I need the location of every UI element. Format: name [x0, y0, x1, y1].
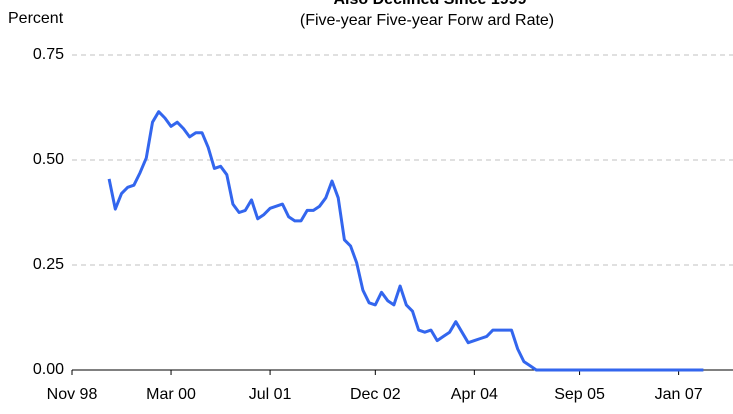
data-line	[107, 110, 704, 372]
y-tick-label: 0.75	[33, 46, 64, 63]
y-tick-label: 0.00	[33, 361, 64, 378]
y-tick-label: 0.25	[33, 256, 64, 273]
x-tick-label: Sep 05	[554, 386, 605, 403]
chart-title: Also Declined Since 1999	[334, 0, 527, 8]
y-tick-label: 0.50	[33, 151, 64, 168]
x-tick-label: Apr 04	[451, 386, 498, 403]
x-tick-label: Mar 00	[146, 386, 196, 403]
x-tick-label: Jul 01	[249, 386, 292, 403]
x-tick-label: Dec 02	[350, 386, 401, 403]
y-axis-label: Percent	[8, 10, 64, 27]
x-tick-label: Nov 98	[47, 386, 98, 403]
x-tick-label: Jan 07	[655, 386, 703, 403]
chart-subtitle: (Five-year Five-year Forw ard Rate)	[300, 12, 554, 29]
